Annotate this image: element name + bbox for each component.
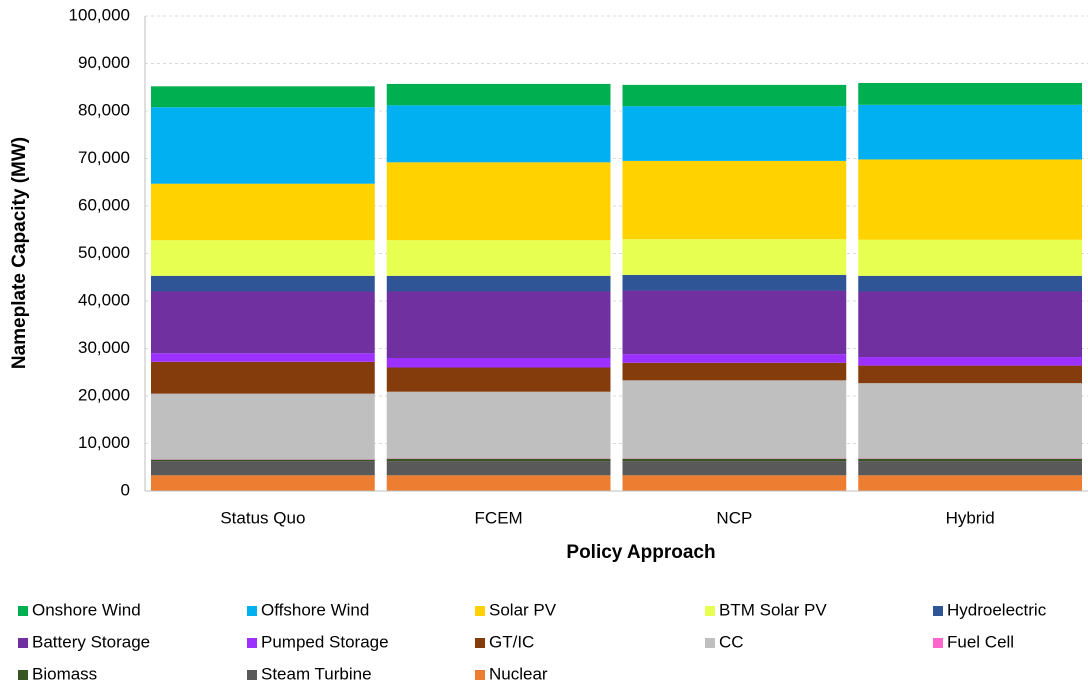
bar-segment [622, 106, 847, 161]
bar-segment [151, 275, 375, 292]
bar-segment [151, 86, 375, 108]
y-tick-label: 60,000 [78, 195, 130, 214]
bar-segment [858, 475, 1082, 491]
bar-segment [151, 393, 375, 460]
x-tick-label: FCEM [475, 508, 523, 527]
legend-label: Battery Storage [32, 632, 150, 651]
legend-swatch [705, 638, 715, 648]
legend-label: BTM Solar PV [719, 600, 827, 619]
legend-swatch [933, 638, 943, 648]
bar-segment [386, 83, 611, 106]
legend-swatch [475, 638, 485, 648]
bar-segment [151, 240, 375, 276]
legend-label: Nuclear [489, 664, 548, 683]
bar-segment [858, 159, 1082, 240]
legend-label: Offshore Wind [261, 600, 369, 619]
legend-swatch [475, 670, 485, 680]
bar-segment [622, 239, 847, 275]
x-axis-title: Policy Approach [566, 542, 715, 563]
y-tick-label: 40,000 [78, 290, 130, 309]
bar-segment [622, 290, 847, 355]
bar-segment [858, 239, 1082, 276]
x-tick-label: NCP [716, 508, 752, 527]
legend-swatch [705, 606, 715, 616]
legend-label: Steam Turbine [261, 664, 372, 683]
legend-swatch [247, 638, 257, 648]
y-tick-label: 70,000 [78, 148, 130, 167]
bar-segment [386, 367, 611, 392]
bar-segment [151, 361, 375, 394]
bar-segment [858, 291, 1082, 358]
y-tick-label: 30,000 [78, 338, 130, 357]
legend-label: Fuel Cell [947, 632, 1014, 651]
bar-segment [858, 275, 1082, 292]
bar-segment [858, 383, 1082, 459]
bar-segment [151, 353, 375, 362]
legend-swatch [18, 606, 28, 616]
y-tick-label: 0 [121, 480, 130, 499]
y-axis-title: Nameplate Capacity (MW) [9, 137, 30, 369]
bar-segment [622, 475, 847, 491]
bar-segment [622, 354, 847, 363]
bar-segment [386, 105, 611, 163]
bar-segment [858, 82, 1082, 105]
legend-label: Biomass [32, 664, 97, 683]
bar-segment [622, 362, 847, 381]
x-tick-label: Hybrid [946, 508, 995, 527]
bar-segment [622, 84, 847, 107]
bar-segment [386, 391, 611, 459]
legend-label: Hydroelectric [947, 600, 1047, 619]
legend-label: Onshore Wind [32, 600, 141, 619]
bar-segment [858, 458, 1082, 462]
bar-segment [622, 461, 847, 476]
bar-segment [386, 461, 611, 476]
bar-segment [151, 291, 375, 354]
bar-segment [386, 458, 611, 462]
bar-segment [858, 357, 1082, 366]
bar-segment [386, 291, 611, 358]
legend-swatch [933, 606, 943, 616]
y-tick-label: 20,000 [78, 385, 130, 404]
legend-label: Solar PV [489, 600, 557, 619]
legend-label: Pumped Storage [261, 632, 389, 651]
bar-segment [386, 358, 611, 368]
bar-segment [151, 183, 375, 241]
legend-label: GT/IC [489, 632, 534, 651]
legend-swatch [247, 670, 257, 680]
x-tick-label: Status Quo [220, 508, 305, 527]
bar-segment [858, 104, 1082, 160]
bar-segment [386, 275, 611, 292]
legend-swatch [18, 638, 28, 648]
bar-segment [622, 274, 847, 291]
bar-segment [151, 107, 375, 184]
bar-segment [386, 240, 611, 276]
bar-segment [858, 461, 1082, 476]
bar-segment [151, 459, 375, 462]
bar-segment [622, 160, 847, 240]
y-tick-label: 80,000 [78, 100, 130, 119]
legend-swatch [18, 670, 28, 680]
y-tick-label: 10,000 [78, 433, 130, 452]
legend-label: CC [719, 632, 744, 651]
legend-swatch [475, 606, 485, 616]
bar-segment [622, 380, 847, 459]
y-tick-label: 90,000 [78, 53, 130, 72]
legend-swatch [247, 606, 257, 616]
bar-segment [622, 458, 847, 462]
bar-segment [386, 162, 611, 241]
y-tick-label: 100,000 [69, 5, 130, 24]
bar-segment [386, 475, 611, 491]
bar-segment [151, 461, 375, 476]
bar-segment [858, 365, 1082, 384]
y-tick-label: 50,000 [78, 243, 130, 262]
bar-segment [151, 475, 375, 491]
